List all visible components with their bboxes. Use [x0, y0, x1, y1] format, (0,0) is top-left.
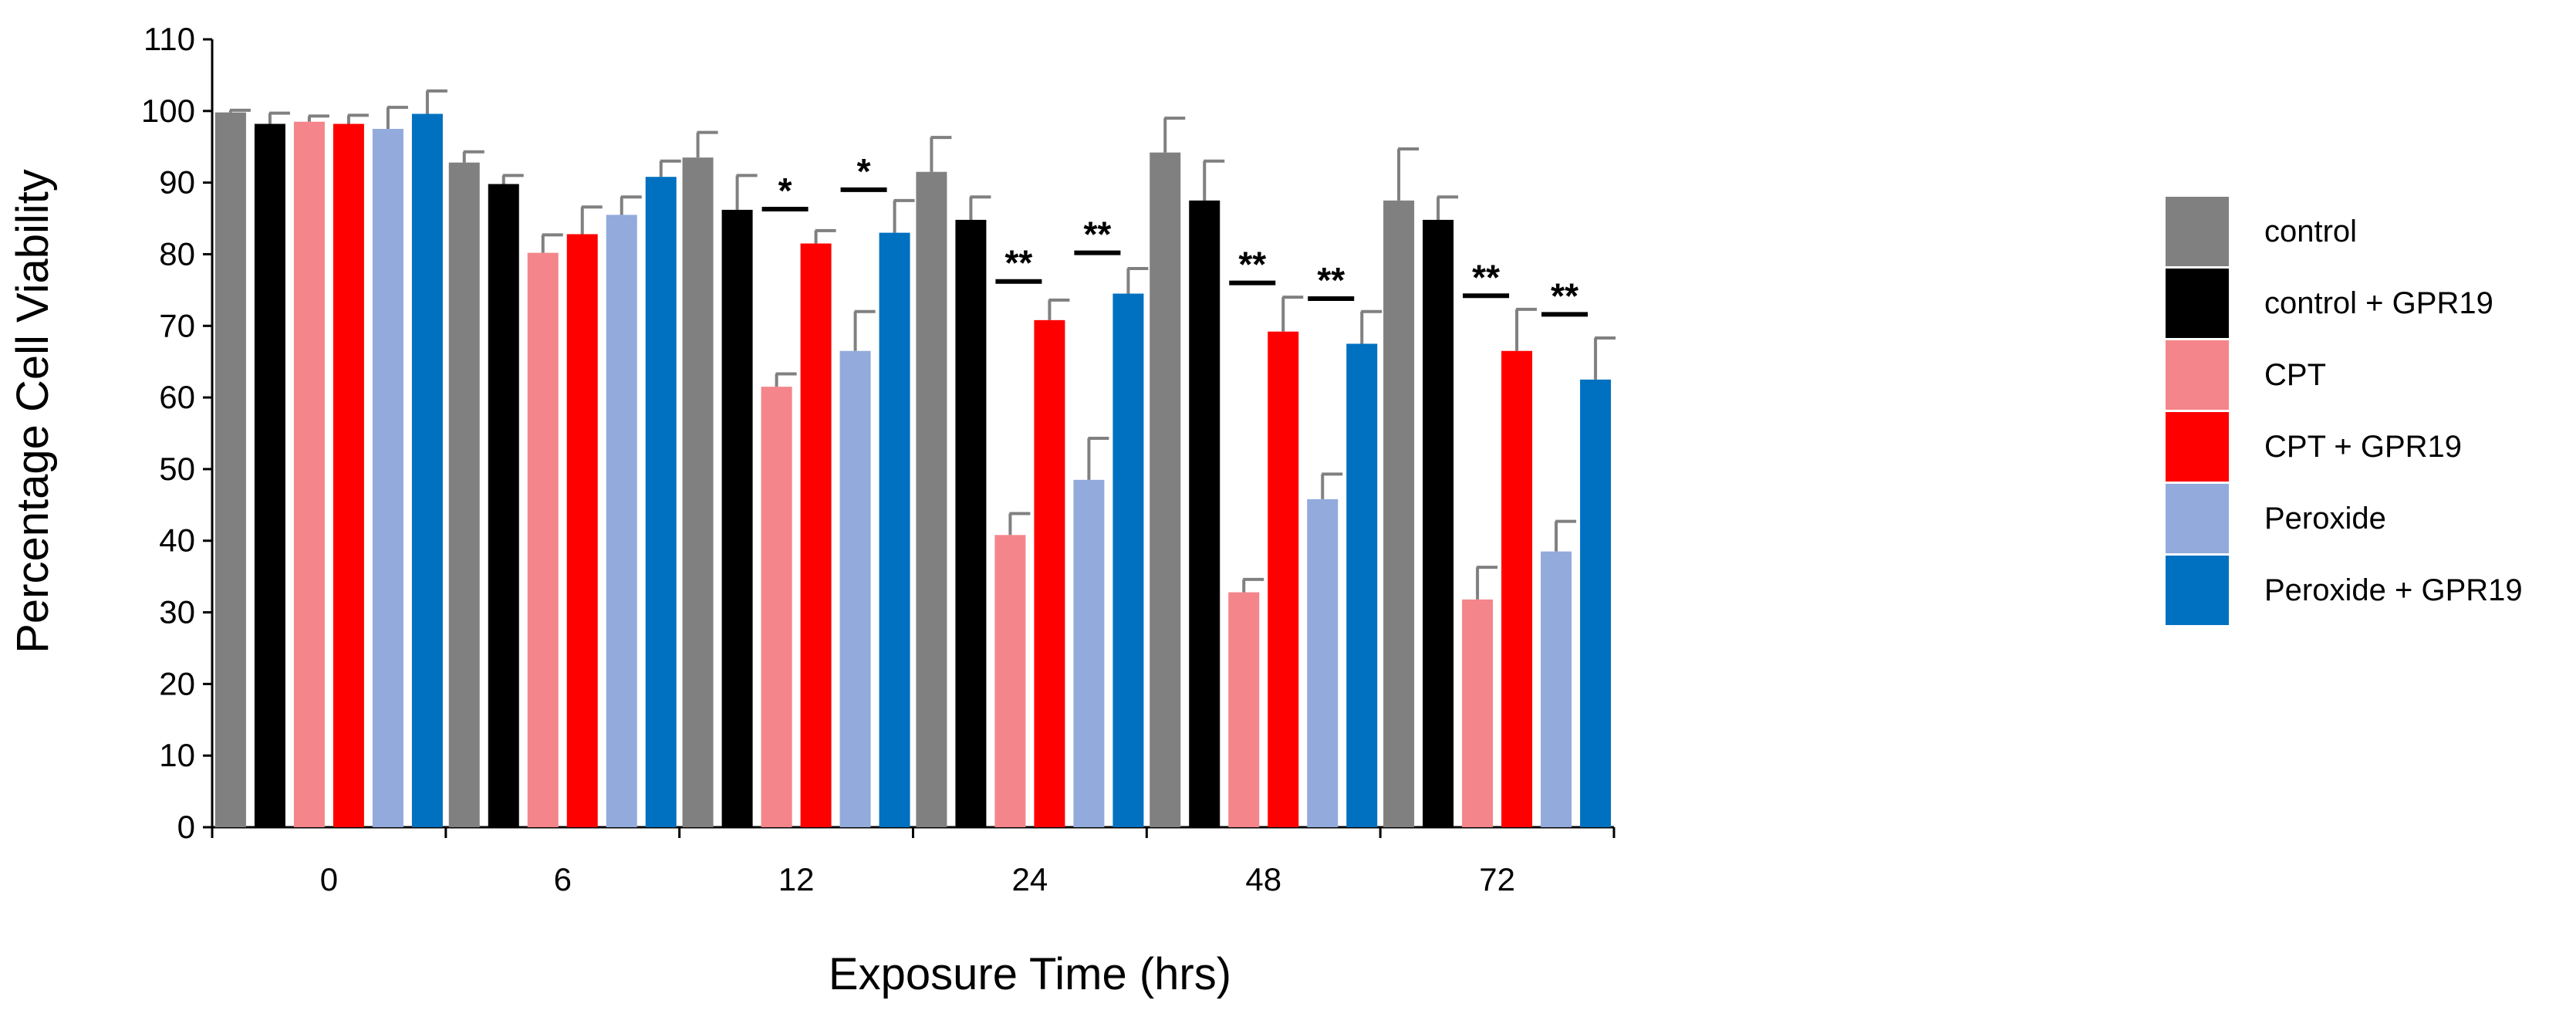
y-tick-label: 80	[159, 235, 195, 272]
bar	[254, 123, 285, 827]
significance-marker: *	[778, 171, 792, 211]
bar	[761, 387, 792, 827]
bar	[1383, 200, 1415, 827]
x-axis-title: Exposure Time (hrs)	[829, 949, 1231, 999]
bar	[1073, 479, 1105, 827]
bar	[488, 184, 519, 827]
x-axis: 0 6 12 24 48 72	[211, 826, 1615, 897]
y-tick-label: 70	[159, 307, 195, 343]
significance-marker: *	[857, 151, 871, 191]
bar	[1462, 599, 1494, 827]
bar	[411, 113, 443, 828]
legend-swatch	[2166, 269, 2229, 338]
significance-marker: **	[1317, 260, 1345, 300]
x-tick-label: 6	[554, 861, 572, 897]
bar	[1307, 498, 1339, 827]
x-tick-label: 48	[1245, 861, 1281, 897]
bar	[527, 252, 559, 828]
y-tick-label: 40	[159, 522, 195, 559]
x-tick-label: 72	[1479, 861, 1515, 897]
legend-swatch	[2166, 412, 2229, 482]
bar	[1228, 592, 1260, 827]
legend-label: control + GPR19	[2264, 286, 2493, 320]
bar	[1268, 331, 1299, 827]
bar	[293, 121, 325, 827]
legend-label: CPT	[2264, 358, 2326, 392]
significance-marker: **	[1084, 215, 1112, 255]
y-tick-label: 100	[141, 93, 195, 129]
bar	[606, 215, 637, 827]
y-tick-label: 20	[159, 665, 195, 701]
legend-swatch	[2166, 556, 2229, 625]
bar	[994, 535, 1026, 827]
legend-swatch	[2166, 340, 2229, 410]
significance-marker: **	[1005, 243, 1033, 283]
bar	[916, 171, 947, 828]
legend-label: Peroxide + GPR19	[2264, 573, 2523, 607]
bar	[1501, 350, 1533, 827]
bar	[372, 129, 403, 828]
x-tick-label: 0	[320, 861, 338, 897]
legend-label: control	[2264, 215, 2357, 248]
bar	[214, 112, 246, 827]
y-axis-title: Percentage Cell Viability	[8, 169, 58, 654]
bar	[566, 234, 598, 827]
y-tick-label: 0	[177, 809, 195, 845]
bar	[1346, 343, 1378, 827]
y-axis: 0 10 20 30 40 50 60 70 80 90 100 110	[141, 21, 214, 845]
bar	[721, 209, 753, 827]
bar	[1423, 219, 1454, 827]
bar	[1150, 152, 1181, 828]
y-tick-label: 30	[159, 594, 195, 630]
bars	[214, 89, 1616, 828]
bar	[1580, 379, 1612, 827]
significance-annotations: * ******* ** ** **	[761, 151, 1588, 317]
bar	[333, 123, 364, 827]
y-tick-label: 60	[159, 379, 195, 415]
bar	[839, 350, 871, 827]
legend-swatch	[2166, 484, 2229, 553]
significance-marker: **	[1238, 245, 1266, 285]
x-tick-label: 12	[778, 861, 815, 897]
bar	[1034, 319, 1065, 827]
y-tick-label: 90	[159, 164, 195, 201]
y-tick-label: 50	[159, 451, 195, 487]
bar	[955, 219, 987, 827]
bar	[1112, 293, 1144, 828]
bar	[1189, 200, 1220, 827]
legend-swatch	[2166, 197, 2229, 266]
significance-marker: **	[1472, 257, 1500, 297]
bar	[448, 162, 480, 827]
significance-marker: **	[1551, 275, 1578, 316]
y-tick-label: 110	[143, 21, 195, 57]
bar	[800, 243, 832, 827]
bar	[1541, 551, 1572, 827]
bar	[682, 157, 714, 827]
legend: control control + GPR19 CPT CPT + GPR19 Pero…	[2166, 197, 2523, 625]
legend-label: CPT + GPR19	[2264, 430, 2462, 464]
bar	[645, 177, 677, 827]
legend-label: Peroxide	[2264, 502, 2386, 536]
x-tick-label: 24	[1012, 861, 1048, 897]
y-tick-label: 10	[159, 737, 195, 773]
bar	[879, 232, 910, 827]
